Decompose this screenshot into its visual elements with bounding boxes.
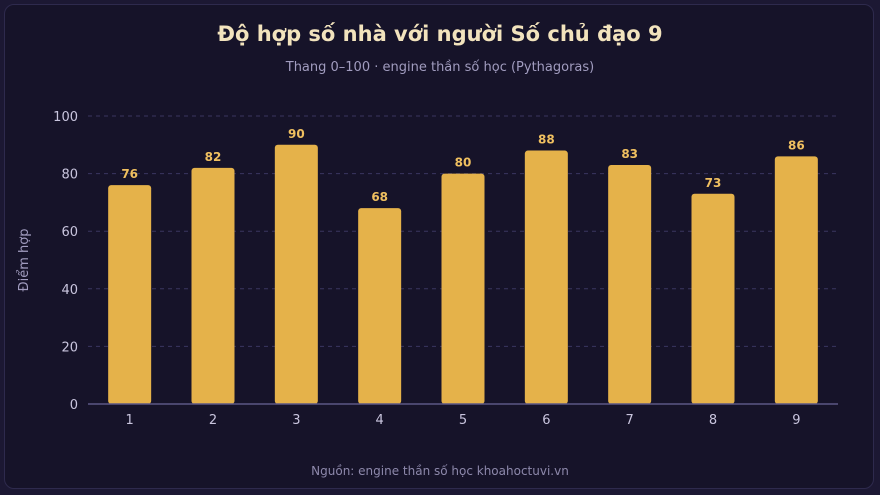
- y-tick-label: 20: [61, 340, 78, 355]
- source-note: Nguồn: engine thần số học khoahoctuvi.vn: [311, 464, 569, 478]
- x-tick-label: 7: [626, 413, 634, 428]
- y-tick-label: 60: [61, 225, 78, 240]
- bar-8: [691, 193, 735, 404]
- x-tick-label: 9: [792, 413, 800, 428]
- bar-2: [191, 167, 235, 404]
- bar-value-label: 86: [788, 138, 805, 152]
- x-tick-label: 3: [292, 413, 300, 428]
- bar-3: [274, 144, 318, 405]
- chart-title: Độ hợp số nhà với người Số chủ đạo 9: [217, 22, 663, 46]
- chart-subtitle: Thang 0–100 · engine thần số học (Pythag…: [285, 60, 595, 75]
- bar-value-label: 82: [205, 150, 222, 164]
- x-tick-label: 1: [126, 413, 134, 428]
- bars: [108, 144, 818, 405]
- bar-4: [358, 208, 402, 404]
- bar-7: [608, 164, 652, 404]
- bar-value-label: 68: [371, 190, 388, 204]
- x-tick-label: 8: [709, 413, 717, 428]
- y-tick-label: 80: [61, 168, 78, 183]
- x-tick-label: 2: [209, 413, 217, 428]
- bar-value-label: 83: [621, 147, 638, 161]
- y-tick-label: 40: [61, 283, 78, 298]
- bar-value-label: 76: [121, 167, 138, 181]
- y-axis-label: Điểm hợp: [17, 229, 32, 292]
- bar-9: [774, 156, 818, 404]
- y-tick-label: 0: [70, 398, 78, 413]
- bar-6: [524, 150, 568, 404]
- y-axis-ticks: 0 20 40 60 80 100: [53, 110, 78, 413]
- x-tick-label: 4: [376, 413, 384, 428]
- bar-1: [108, 185, 152, 404]
- bar-value-label: 88: [538, 133, 555, 147]
- bar-5: [441, 173, 485, 404]
- bar-value-label: 90: [288, 127, 305, 141]
- x-axis-ticks: 1 2 3 4 5 6 7 8 9: [126, 413, 801, 428]
- bar-value-label: 73: [705, 176, 722, 190]
- x-tick-label: 6: [542, 413, 550, 428]
- y-tick-label: 100: [53, 110, 78, 125]
- bar-value-labels: 76 82 90 68 80 88 83 73 86: [121, 127, 804, 204]
- bar-value-label: 80: [455, 156, 472, 170]
- x-tick-label: 5: [459, 413, 467, 428]
